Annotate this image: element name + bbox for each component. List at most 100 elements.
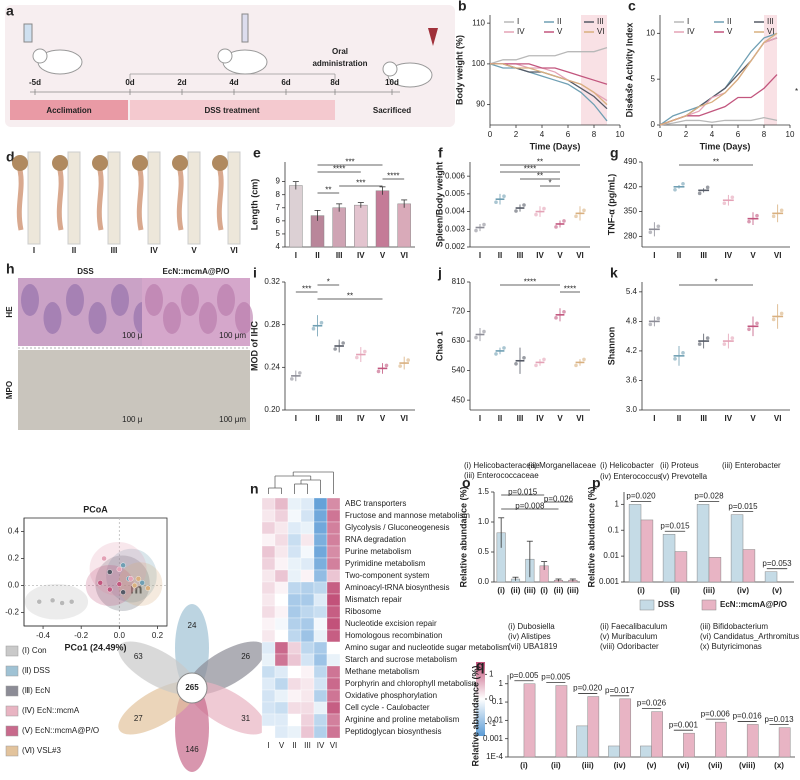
dot xyxy=(747,327,751,332)
heat-cell xyxy=(261,593,276,607)
heat-cell xyxy=(287,701,302,715)
heat-cell xyxy=(261,569,276,583)
x-tick-label: 4 xyxy=(540,130,545,139)
legend-label: V xyxy=(557,27,563,36)
heat-cell xyxy=(274,509,289,523)
heat-cell xyxy=(261,557,276,571)
dot xyxy=(542,357,546,362)
line xyxy=(489,46,608,65)
y-tick-label: 3.0 xyxy=(626,405,638,414)
y-tick-label: -0.2 xyxy=(5,608,19,617)
x-tick-label: I xyxy=(295,251,297,260)
significance: * xyxy=(795,87,798,96)
item-label: (i) Helicobacteraceae xyxy=(464,461,540,470)
x-tick-label: (iv) xyxy=(614,761,626,770)
legend-swatch xyxy=(5,745,19,757)
cecum xyxy=(132,155,148,171)
row-label: ABC transporters xyxy=(345,499,406,508)
y-axis-label: MOD of IHC xyxy=(249,321,259,371)
y-tick-label: 810 xyxy=(452,277,466,286)
p-value: p=0.006 xyxy=(701,709,731,718)
dot xyxy=(482,222,486,227)
oral-label: administration xyxy=(312,59,367,68)
dot xyxy=(290,377,294,381)
item-label: (iv) Enterococcus xyxy=(600,472,662,481)
x-axis-label: PCo1 (24.49%) xyxy=(64,642,126,652)
item-label: (viii) Odoribacter xyxy=(600,642,659,651)
x-tick-label: I xyxy=(653,414,655,423)
heat-cell xyxy=(261,497,276,511)
dot xyxy=(482,329,486,334)
legend-label: III xyxy=(767,17,774,26)
legend-label: (Ⅳ) EcN::mcmA xyxy=(22,706,80,715)
p-value: p=0.053 xyxy=(762,559,792,568)
colon xyxy=(96,169,104,231)
bar xyxy=(354,204,368,248)
heat-cell xyxy=(274,533,289,547)
heat-cell xyxy=(326,605,341,619)
p-value: p=0.015 xyxy=(728,502,758,511)
day-label: 4d xyxy=(229,78,238,87)
dot xyxy=(771,317,776,322)
line xyxy=(490,63,608,106)
point xyxy=(116,581,123,587)
heat-cell xyxy=(274,677,289,691)
dot xyxy=(522,355,526,360)
x-tick-label: (v) xyxy=(647,761,657,770)
phase-label: DSS treatment xyxy=(204,106,259,115)
tissue xyxy=(21,284,39,316)
heat-cell xyxy=(313,689,328,703)
x-tick-label: (vii) xyxy=(708,761,723,770)
x-tick-label: 2 xyxy=(514,130,519,139)
cecum xyxy=(212,155,228,171)
heat-cell xyxy=(274,725,289,739)
y-axis-label: Relative abundance (%) xyxy=(470,665,480,766)
tissue xyxy=(66,284,84,316)
heat-cell xyxy=(261,581,276,595)
heat-cell xyxy=(274,497,289,511)
tissue xyxy=(181,284,199,316)
dot xyxy=(730,336,735,340)
tube xyxy=(23,23,33,43)
legend-label: V xyxy=(727,27,733,36)
y-axis-label: Length (cm) xyxy=(249,179,259,231)
heat-cell xyxy=(313,629,328,643)
x-tick-label: (v) xyxy=(772,586,782,595)
significance: ** xyxy=(537,172,543,181)
heat-cell xyxy=(326,725,341,739)
x-tick-label: VI xyxy=(774,251,782,260)
heat-cell xyxy=(300,557,315,571)
heat-cell xyxy=(313,521,328,535)
heat-cell xyxy=(261,653,276,667)
x-tick-label: 8 xyxy=(762,130,767,139)
x-tick-label: (ii) xyxy=(554,586,564,595)
x-tick-label: V xyxy=(750,251,756,260)
x-tick-label: (i) xyxy=(520,761,528,770)
heat-cell xyxy=(313,665,328,679)
heat-cell xyxy=(287,725,302,739)
dot xyxy=(514,209,518,213)
heat-cell xyxy=(261,545,276,559)
dot xyxy=(554,225,558,229)
heat-cell xyxy=(261,701,276,715)
panel-label: a xyxy=(6,3,14,19)
petal xyxy=(187,641,266,695)
bar xyxy=(640,519,654,583)
dot xyxy=(574,214,578,219)
dot xyxy=(681,181,685,186)
bar xyxy=(651,711,663,758)
heat-cell xyxy=(300,629,315,643)
bar xyxy=(619,698,632,758)
heat-cell xyxy=(261,509,276,523)
panel-label: k xyxy=(610,265,618,281)
heat-cell xyxy=(326,533,341,547)
bar xyxy=(708,557,722,583)
heat-cell xyxy=(261,521,276,535)
line xyxy=(490,63,608,85)
dot xyxy=(494,200,498,204)
x-tick-label: V xyxy=(380,414,386,423)
dot xyxy=(562,310,566,314)
dot xyxy=(656,316,661,321)
dot xyxy=(502,194,506,198)
significance: *** xyxy=(345,158,354,167)
